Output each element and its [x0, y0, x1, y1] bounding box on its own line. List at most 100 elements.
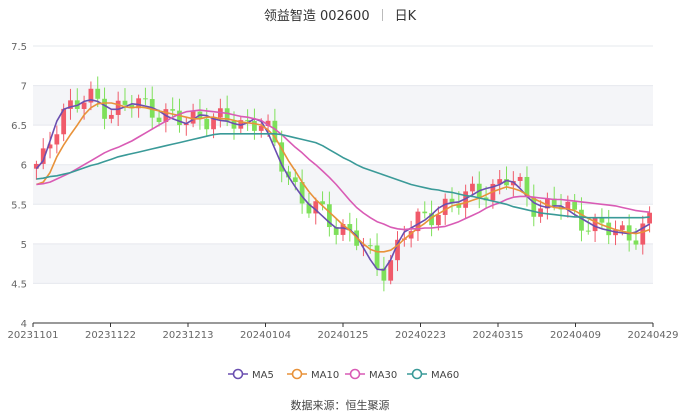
ma-line-ma30 — [36, 109, 650, 231]
x-tick-label: 20240409 — [550, 330, 601, 341]
x-tick-label: 20231122 — [85, 330, 136, 341]
candle-body — [524, 176, 530, 198]
title-separator — [381, 9, 383, 21]
candle-body — [68, 100, 73, 109]
chart-title: 领益智造 002600 日K — [0, 5, 680, 24]
y-tick-label: 5 — [21, 240, 27, 251]
data-source: 数据来源：恒生聚源 — [290, 399, 390, 412]
candlestick — [320, 191, 325, 211]
candlestick — [204, 107, 210, 137]
y-tick-label: 7 — [21, 82, 27, 93]
candle-body — [347, 224, 353, 231]
candlesticks — [34, 76, 652, 292]
candle-body — [497, 179, 503, 184]
candle-body — [211, 117, 216, 130]
x-tick-label: 20240223 — [395, 330, 446, 341]
grid-band — [33, 164, 653, 205]
candlestick — [326, 191, 332, 237]
candlestick — [156, 109, 162, 127]
candlestick — [102, 87, 107, 130]
candle-body — [190, 111, 196, 124]
ma-line-ma60 — [36, 133, 650, 219]
candlestick — [647, 206, 652, 233]
candle-body — [633, 240, 639, 245]
legend-marker — [411, 368, 423, 380]
legend-label: MA10 — [311, 370, 339, 381]
legend-marker — [291, 368, 303, 380]
x-tick-label: 20240315 — [473, 330, 524, 341]
candlestick — [108, 110, 114, 124]
y-tick-label: 7.5 — [11, 42, 27, 53]
y-tick-label: 6.5 — [11, 121, 27, 132]
candle-body — [592, 217, 598, 232]
grid-band — [33, 243, 653, 284]
candlestick — [470, 176, 475, 195]
x-tick-label: 20240125 — [318, 330, 369, 341]
candle-body — [367, 245, 373, 247]
legend-item-ma30: MA30 — [345, 368, 397, 381]
legend: MA5 MA10 MA30 MA60 — [228, 368, 459, 381]
candle-body — [449, 198, 455, 204]
y-tick-label: 5.5 — [11, 200, 27, 211]
candlestick — [340, 219, 346, 242]
y-axis: 4 4.5 5 5.5 6 6.5 7 7.5 — [11, 42, 27, 330]
legend-label: MA5 — [252, 370, 274, 381]
candle-body — [231, 120, 237, 129]
candlestick — [143, 87, 148, 106]
candlestick — [395, 231, 400, 272]
candle-body — [333, 227, 339, 235]
candlestick — [640, 215, 646, 255]
candle-body — [306, 203, 312, 214]
y-tick-label: 4.5 — [11, 279, 27, 290]
candlestick — [449, 187, 455, 213]
x-tick-label: 20240429 — [628, 330, 679, 341]
candlestick — [231, 111, 237, 140]
candle-body — [286, 171, 291, 178]
candle-body — [436, 214, 441, 226]
candlestick — [47, 131, 53, 159]
candle-body — [463, 191, 469, 208]
candle-body — [258, 125, 264, 131]
candle-body — [245, 120, 250, 122]
candlestick — [367, 238, 373, 254]
candle-body — [279, 142, 285, 172]
candle-body — [143, 98, 148, 100]
candle-body — [320, 201, 325, 205]
candle-body — [415, 211, 421, 232]
y-tick-label: 6 — [21, 161, 27, 172]
candlestick — [54, 125, 60, 154]
candle-body — [299, 182, 305, 204]
legend-marker — [349, 368, 361, 380]
candlestick — [504, 166, 509, 190]
candle-body — [442, 198, 448, 215]
candle-body — [204, 118, 210, 130]
candle-body — [470, 183, 475, 192]
candle-body — [545, 198, 550, 209]
candle-body — [531, 197, 537, 217]
candlestick — [279, 130, 285, 183]
candle-body — [606, 222, 612, 236]
candle-body — [108, 114, 114, 119]
candlestick — [88, 81, 94, 111]
x-tick-label: 20231213 — [163, 330, 214, 341]
candle-body — [422, 211, 428, 214]
candlestick — [572, 194, 578, 218]
candle-body — [381, 268, 387, 281]
candlestick — [272, 108, 278, 146]
candle-body — [647, 212, 652, 224]
candlestick — [381, 256, 387, 292]
candle-body — [115, 100, 121, 115]
legend-item-ma5: MA5 — [228, 368, 274, 381]
candle-body — [395, 239, 400, 261]
candlestick — [463, 184, 469, 219]
legend-item-ma60: MA60 — [407, 368, 459, 381]
candlestick — [306, 192, 312, 218]
candlestick — [531, 184, 537, 227]
candlestick — [565, 195, 571, 218]
y-tick-label: 4 — [21, 319, 27, 330]
candle-body — [54, 134, 60, 145]
candle-body — [313, 201, 319, 214]
candle-body — [388, 260, 394, 281]
